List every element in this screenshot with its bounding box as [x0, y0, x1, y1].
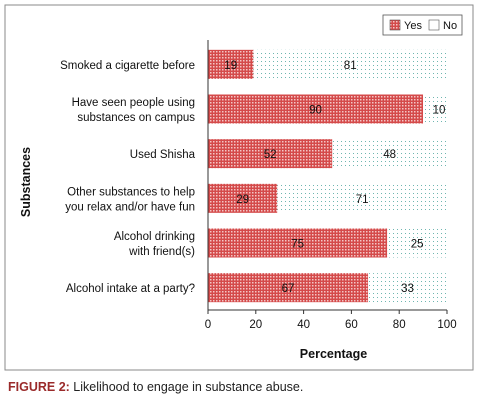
data-label-yes: 67: [282, 283, 295, 295]
data-label-yes: 52: [264, 149, 277, 161]
data-label-no: 10: [433, 105, 446, 117]
caption-label: FIGURE 2:: [8, 380, 70, 394]
bar-yes: [208, 228, 388, 258]
legend-swatch-no: [428, 19, 440, 31]
bar-no: [387, 228, 447, 258]
x-tick-label: 80: [393, 319, 406, 331]
category-label: Alcohol drinking with friend(s): [114, 231, 195, 258]
x-tick-label: 20: [249, 319, 262, 331]
data-label-no: 25: [411, 239, 424, 251]
category-label: Smoked a cigarette before: [60, 60, 195, 72]
bar-no: [423, 94, 447, 124]
bar-yes: [208, 183, 278, 213]
data-label-yes: 75: [291, 239, 304, 251]
x-tick-label: 100: [437, 319, 456, 331]
figure-caption: FIGURE 2: Likelihood to engage in substa…: [8, 380, 303, 394]
category-label: Alcohol intake at a party?: [66, 283, 195, 295]
legend-swatch-yes: [389, 19, 401, 31]
bar-yes: [208, 139, 333, 169]
bar-no: [332, 139, 447, 169]
bar-yes: [208, 49, 254, 79]
x-tick-label: 0: [205, 319, 211, 331]
legend-box: [382, 14, 463, 36]
bar-no: [368, 273, 447, 303]
data-label-no: 81: [344, 60, 357, 72]
data-label-yes: 90: [309, 105, 322, 117]
x-tick-label: 40: [297, 319, 310, 331]
legend-label-no: No: [443, 20, 457, 32]
x-axis-title: Percentage: [300, 347, 367, 361]
bar-yes: [208, 94, 424, 124]
bar-no: [277, 183, 447, 213]
data-label-no: 71: [356, 194, 369, 206]
data-label-yes: 29: [236, 194, 249, 206]
category-label: Used Shisha: [130, 149, 196, 161]
data-label-no: 48: [383, 149, 396, 161]
caption-text: Likelihood to engage in substance abuse.: [69, 380, 304, 394]
bar-yes: [208, 273, 369, 303]
bar-no: [253, 49, 447, 79]
y-axis-title: Substances: [19, 147, 33, 217]
data-label-no: 33: [401, 283, 414, 295]
data-label-yes: 19: [224, 60, 237, 72]
category-label: Other substances to help you relax and/or…: [65, 186, 195, 213]
category-label: Have seen people using substances on camp…: [72, 97, 196, 124]
x-tick-label: 60: [345, 319, 358, 331]
legend-label-yes: Yes: [404, 20, 422, 32]
